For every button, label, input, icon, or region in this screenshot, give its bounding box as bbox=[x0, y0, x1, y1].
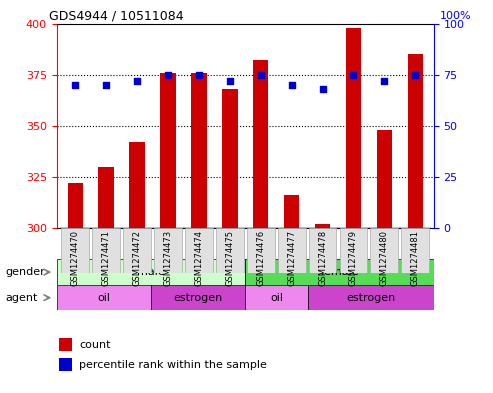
Bar bbox=[315, 224, 330, 228]
Text: agent: agent bbox=[5, 293, 37, 303]
Text: GSM1274476: GSM1274476 bbox=[256, 230, 265, 286]
Point bbox=[350, 72, 357, 78]
Bar bbox=[123, 228, 151, 273]
Bar bbox=[284, 195, 299, 228]
Bar bbox=[92, 228, 120, 273]
Bar bbox=[245, 259, 434, 285]
Bar bbox=[247, 228, 275, 273]
Text: male: male bbox=[137, 267, 165, 277]
Text: count: count bbox=[79, 340, 111, 350]
Bar bbox=[253, 61, 269, 228]
Bar bbox=[191, 73, 207, 228]
Bar bbox=[308, 285, 434, 310]
Text: GSM1274481: GSM1274481 bbox=[411, 230, 420, 286]
Text: GSM1274478: GSM1274478 bbox=[318, 230, 327, 286]
Text: oil: oil bbox=[270, 293, 283, 303]
Point bbox=[411, 72, 419, 78]
Text: percentile rank within the sample: percentile rank within the sample bbox=[79, 360, 267, 370]
Point bbox=[318, 86, 326, 92]
Bar bbox=[57, 259, 245, 285]
Bar bbox=[222, 89, 238, 228]
Bar bbox=[59, 338, 72, 351]
Bar bbox=[68, 183, 83, 228]
Text: gender: gender bbox=[5, 267, 45, 277]
Text: 100%: 100% bbox=[439, 11, 471, 21]
Text: female: female bbox=[320, 267, 359, 277]
Bar bbox=[185, 228, 213, 273]
Point bbox=[226, 78, 234, 84]
Bar bbox=[408, 54, 423, 228]
Point bbox=[102, 82, 110, 88]
Bar bbox=[154, 228, 182, 273]
Point bbox=[133, 78, 141, 84]
Text: estrogen: estrogen bbox=[347, 293, 395, 303]
Text: GDS4944 / 10511084: GDS4944 / 10511084 bbox=[49, 9, 184, 22]
Text: GSM1274477: GSM1274477 bbox=[287, 230, 296, 286]
Text: GSM1274480: GSM1274480 bbox=[380, 230, 389, 286]
Point bbox=[288, 82, 296, 88]
Text: GSM1274473: GSM1274473 bbox=[164, 230, 173, 286]
Text: GSM1274475: GSM1274475 bbox=[225, 230, 234, 286]
Text: estrogen: estrogen bbox=[174, 293, 223, 303]
Point bbox=[71, 82, 79, 88]
Bar bbox=[346, 28, 361, 228]
Bar bbox=[245, 285, 308, 310]
Point bbox=[257, 72, 265, 78]
Bar bbox=[59, 358, 72, 371]
Point bbox=[195, 72, 203, 78]
Point bbox=[164, 72, 172, 78]
Bar bbox=[309, 228, 336, 273]
Bar bbox=[129, 142, 145, 228]
Bar bbox=[278, 228, 306, 273]
Bar bbox=[216, 228, 244, 273]
Text: GSM1274479: GSM1274479 bbox=[349, 230, 358, 286]
Bar bbox=[99, 167, 114, 228]
Bar bbox=[57, 285, 151, 310]
Bar bbox=[160, 73, 176, 228]
Bar bbox=[401, 228, 429, 273]
Bar bbox=[370, 228, 398, 273]
Text: GSM1274470: GSM1274470 bbox=[70, 230, 80, 286]
Point bbox=[381, 78, 388, 84]
Text: GSM1274472: GSM1274472 bbox=[133, 230, 141, 286]
Text: GSM1274471: GSM1274471 bbox=[102, 230, 110, 286]
Bar bbox=[151, 285, 245, 310]
Text: oil: oil bbox=[97, 293, 110, 303]
Bar bbox=[340, 228, 367, 273]
Bar bbox=[61, 228, 89, 273]
Text: GSM1274474: GSM1274474 bbox=[194, 230, 204, 286]
Bar bbox=[377, 130, 392, 228]
